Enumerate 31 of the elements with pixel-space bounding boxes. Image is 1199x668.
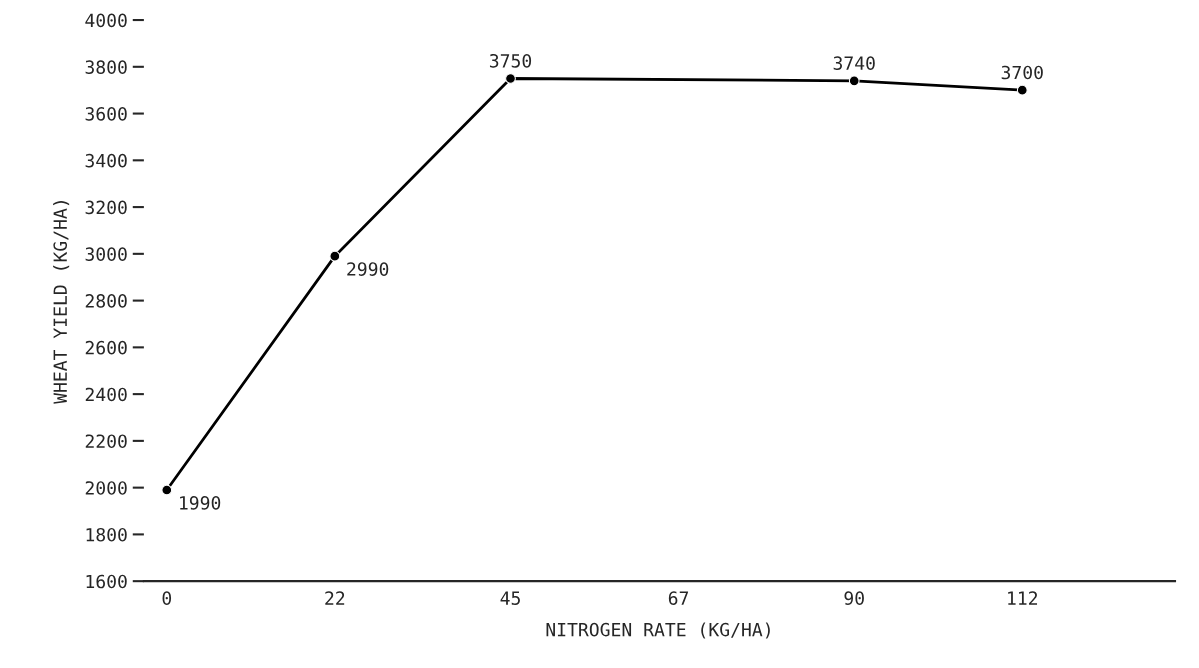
point	[161, 484, 173, 496]
y-tick-label: 4000	[85, 13, 127, 28]
data-label: 2990	[347, 262, 389, 276]
y-tick-label: 3000	[85, 247, 127, 261]
y-tick-label: 2000	[85, 481, 127, 495]
y-tick-label: 3600	[85, 107, 127, 121]
x-tick-label: 22	[325, 591, 345, 605]
x-axis-title: NITROGEN RATE (KG/HA)	[546, 622, 770, 639]
x-tick-label: 0	[162, 591, 172, 605]
x-tick-label: 112	[1008, 591, 1038, 605]
y-axis-title: WHEAT YIELD (KG/HA)	[53, 201, 70, 404]
data-label: 3750	[489, 53, 532, 68]
y-tick-label: 3800	[85, 60, 127, 74]
data-label: 1990	[180, 496, 221, 510]
y-tick-label: 1600	[86, 574, 127, 589]
y-tick-label: 3200	[85, 200, 127, 215]
y-tick-label: 2400	[85, 387, 127, 402]
y-tick-label: 2800	[85, 294, 127, 308]
point	[1016, 84, 1028, 96]
data-label: 3700	[1001, 65, 1043, 80]
x-tick-label: 67	[668, 591, 689, 605]
x-tick-label: 90	[844, 591, 864, 605]
y-tick-label: 2600	[85, 340, 127, 355]
x-tick-label: 45	[500, 591, 520, 605]
y-tick-label: 3400	[85, 153, 127, 168]
y-tick-label: 2200	[85, 434, 127, 449]
data-label: 3740	[833, 56, 875, 70]
y-tick-label: 1800	[86, 527, 127, 542]
point	[505, 73, 516, 84]
point	[329, 250, 341, 262]
point	[848, 75, 860, 87]
